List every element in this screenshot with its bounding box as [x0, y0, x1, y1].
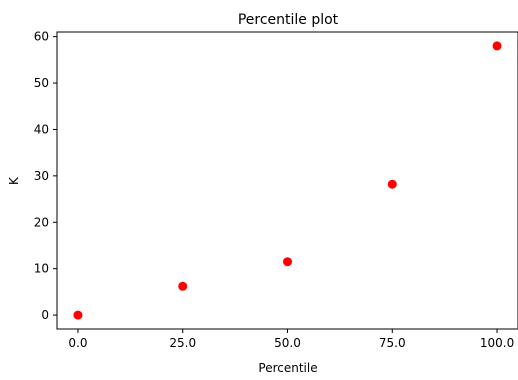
- plot-frame: [56, 31, 518, 330]
- data-point: [73, 310, 83, 320]
- x-axis-label: Percentile: [258, 361, 317, 375]
- x-tick-label: 100.0: [480, 336, 514, 350]
- x-tick-label: 50.0: [274, 336, 301, 350]
- chart-title: Percentile plot: [238, 12, 339, 28]
- y-tick-label: 20: [34, 215, 49, 229]
- x-tick-label: 0.0: [68, 336, 87, 350]
- y-tick-label: 30: [34, 169, 49, 183]
- x-axis: 0.0 25.0 50.0 75.0 100.0: [68, 329, 514, 350]
- x-tick-label: 75.0: [379, 336, 406, 350]
- y-tick-label: 50: [34, 76, 49, 90]
- y-tick-label: 60: [34, 30, 49, 44]
- data-points: [73, 41, 502, 320]
- y-tick-label: 0: [41, 308, 49, 322]
- data-point: [492, 41, 502, 51]
- y-tick-label: 10: [34, 262, 49, 276]
- data-point: [387, 179, 397, 189]
- data-point: [283, 257, 292, 267]
- y-tick-label: 40: [34, 122, 49, 136]
- y-axis-label: K: [7, 176, 21, 185]
- y-axis: 0 10 20 30 40 50 60: [34, 30, 57, 322]
- data-point: [178, 281, 188, 291]
- x-tick-label: 25.0: [169, 336, 196, 350]
